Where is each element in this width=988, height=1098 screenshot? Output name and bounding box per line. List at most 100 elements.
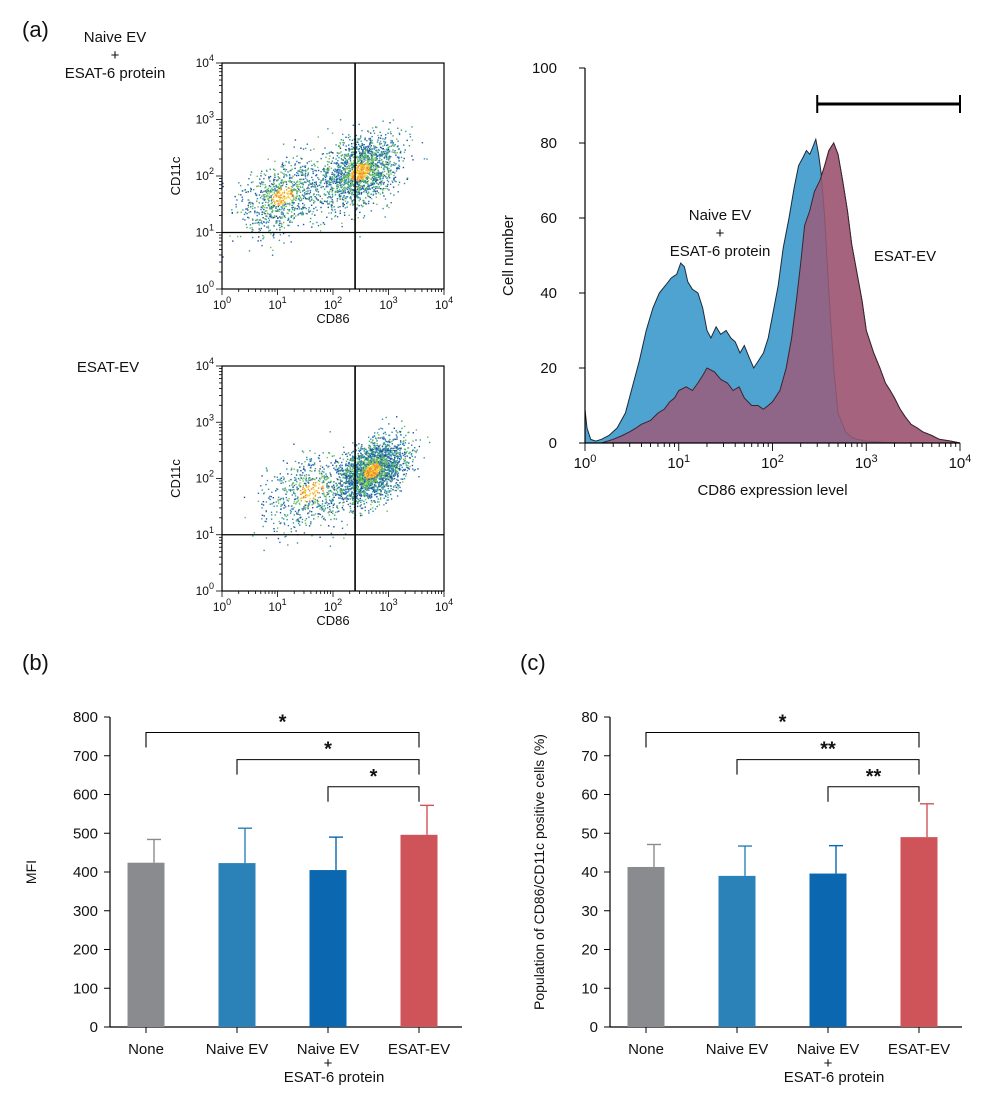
dot	[346, 486, 349, 488]
dot	[309, 470, 311, 472]
dot	[270, 511, 273, 513]
dot	[374, 190, 376, 192]
dot	[384, 473, 387, 475]
dot	[327, 206, 329, 209]
dot	[329, 510, 332, 512]
dot	[309, 498, 311, 500]
dot	[278, 202, 280, 205]
dot	[322, 480, 325, 482]
dot	[282, 232, 285, 235]
dot	[301, 194, 304, 196]
dot	[289, 193, 291, 195]
dot	[265, 501, 268, 503]
dot	[263, 194, 265, 196]
dot	[324, 476, 327, 478]
dot	[314, 165, 316, 167]
dot	[292, 215, 294, 217]
dot	[376, 155, 379, 157]
dot	[373, 158, 375, 161]
dot	[284, 201, 287, 203]
dot	[395, 180, 397, 183]
dot	[367, 176, 369, 178]
dot	[327, 163, 329, 166]
dot	[277, 498, 279, 501]
dot	[273, 522, 275, 525]
dot	[268, 203, 270, 206]
dot	[317, 224, 320, 227]
dot	[374, 165, 376, 167]
dot	[296, 195, 298, 197]
dot	[277, 195, 279, 197]
dot	[373, 173, 375, 176]
dot	[300, 516, 302, 518]
dot	[332, 487, 334, 489]
dot	[367, 180, 370, 182]
dot	[299, 212, 302, 214]
dot	[283, 221, 285, 224]
dot	[372, 202, 375, 204]
dot	[248, 199, 250, 201]
y-tick-label: 101	[196, 223, 214, 240]
dot	[369, 184, 371, 186]
dot	[379, 497, 382, 499]
dot	[356, 190, 358, 193]
dot	[379, 481, 381, 484]
dot	[393, 161, 396, 164]
dot	[282, 182, 284, 184]
dot	[330, 167, 333, 169]
dot	[363, 191, 365, 193]
dot	[255, 219, 257, 222]
dot	[337, 152, 340, 155]
dot	[337, 486, 340, 489]
dot	[329, 431, 331, 433]
dot	[364, 466, 366, 468]
dot	[328, 203, 330, 205]
dot	[393, 459, 395, 461]
dot	[297, 214, 299, 216]
dot	[394, 150, 396, 152]
dot	[376, 146, 378, 149]
dot	[341, 498, 343, 500]
dot	[387, 177, 389, 179]
dot	[376, 149, 378, 152]
dot	[360, 147, 362, 149]
dot	[282, 214, 284, 216]
dot	[411, 126, 413, 128]
dot	[299, 482, 301, 484]
dot	[323, 169, 325, 171]
dot	[319, 468, 321, 470]
dot	[273, 183, 276, 185]
dot	[376, 458, 378, 460]
dot	[299, 181, 301, 183]
dot	[377, 161, 379, 164]
dot	[355, 134, 358, 137]
dot	[370, 150, 373, 152]
dot	[361, 490, 364, 493]
dot	[286, 212, 288, 214]
dot	[281, 165, 283, 168]
dot	[389, 177, 391, 179]
dot	[330, 184, 332, 186]
dot	[399, 152, 402, 154]
dot	[345, 154, 347, 157]
dot	[296, 184, 298, 186]
dot	[346, 162, 348, 164]
dot	[390, 139, 392, 142]
dot	[384, 142, 386, 145]
dot	[295, 530, 297, 532]
dot	[395, 434, 398, 436]
dot	[333, 486, 336, 488]
dot	[363, 483, 365, 485]
dot	[362, 217, 365, 219]
dot	[328, 503, 330, 505]
dot	[346, 498, 348, 500]
dot	[386, 179, 389, 182]
dot	[330, 200, 333, 203]
dot	[306, 175, 309, 177]
dot	[350, 495, 352, 497]
dot	[410, 454, 413, 456]
dot	[351, 176, 353, 178]
dot	[315, 197, 318, 199]
dot	[393, 178, 395, 181]
dot	[290, 531, 292, 533]
